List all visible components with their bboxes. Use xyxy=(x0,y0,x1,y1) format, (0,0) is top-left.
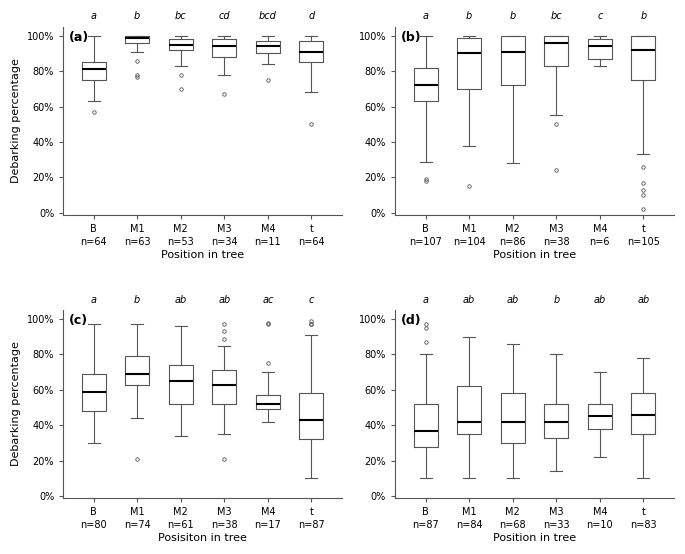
X-axis label: Position in tree: Position in tree xyxy=(493,250,576,260)
Text: b: b xyxy=(134,295,140,305)
Text: bcd: bcd xyxy=(259,11,277,21)
Text: a: a xyxy=(423,295,429,305)
Text: ab: ab xyxy=(175,295,187,305)
X-axis label: Position in tree: Position in tree xyxy=(161,250,244,260)
Text: b: b xyxy=(134,11,140,21)
Y-axis label: Debarking percentage: Debarking percentage xyxy=(11,342,21,466)
Text: d: d xyxy=(308,11,314,21)
Text: c: c xyxy=(597,11,603,21)
Text: a: a xyxy=(90,11,97,21)
X-axis label: Position in tree: Position in tree xyxy=(493,533,576,543)
Text: b: b xyxy=(640,11,647,21)
Y-axis label: Debarking percentage: Debarking percentage xyxy=(11,58,21,183)
X-axis label: Posisiton in tree: Posisiton in tree xyxy=(158,533,247,543)
Text: ab: ab xyxy=(507,295,519,305)
Text: bc: bc xyxy=(175,11,186,21)
Text: ac: ac xyxy=(262,295,273,305)
Text: a: a xyxy=(90,295,97,305)
Text: (c): (c) xyxy=(68,314,88,327)
Text: (b): (b) xyxy=(401,30,421,44)
Text: bc: bc xyxy=(551,11,562,21)
Text: ab: ab xyxy=(463,295,475,305)
Text: b: b xyxy=(510,11,516,21)
Text: a: a xyxy=(423,11,429,21)
Text: (a): (a) xyxy=(68,30,89,44)
Text: c: c xyxy=(309,295,314,305)
Text: ab: ab xyxy=(637,295,649,305)
Text: cd: cd xyxy=(219,11,230,21)
Text: (d): (d) xyxy=(401,314,421,327)
Text: ab: ab xyxy=(594,295,606,305)
Text: b: b xyxy=(553,295,560,305)
Text: b: b xyxy=(466,11,472,21)
Text: ab: ab xyxy=(219,295,230,305)
